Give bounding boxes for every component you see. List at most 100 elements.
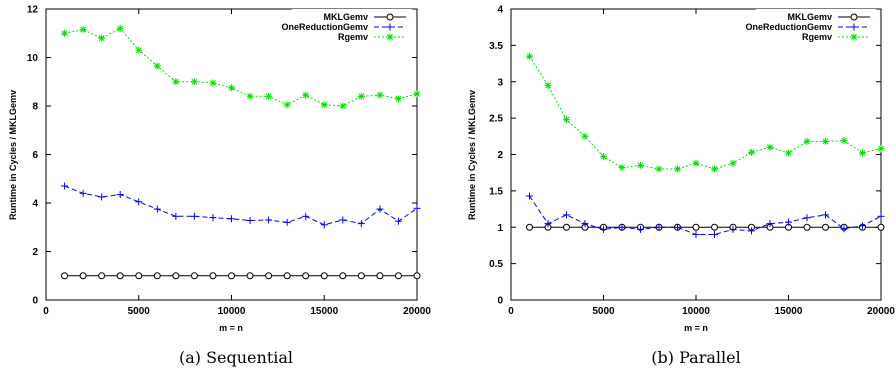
x-tick-label: 20000 (867, 306, 895, 317)
data-point (544, 220, 552, 228)
data-point (135, 46, 143, 54)
legend-marker (850, 13, 858, 21)
data-point (692, 231, 700, 239)
data-point (822, 211, 829, 219)
data-point (413, 272, 421, 280)
data-point (877, 212, 885, 220)
x-tick-label: 10000 (218, 306, 246, 317)
x-axis-label: m = n (684, 323, 708, 333)
series-line (64, 185, 418, 226)
data-point (413, 90, 421, 98)
series-OneReductionGemv (61, 182, 421, 229)
data-point (563, 223, 570, 231)
data-point (246, 272, 254, 280)
series-layer (526, 52, 885, 239)
data-point (190, 272, 198, 280)
legend-label: Rgemv (802, 32, 832, 42)
data-point (376, 272, 384, 280)
data-point (116, 24, 124, 32)
data-point (711, 165, 718, 173)
y-tick-label: 0 (497, 296, 503, 307)
data-point (172, 78, 180, 86)
data-point (116, 272, 124, 280)
data-point (302, 212, 310, 220)
data-point (265, 92, 273, 100)
data-point (116, 191, 124, 199)
series-layer (61, 24, 421, 280)
data-point (618, 223, 626, 231)
data-point (61, 182, 69, 190)
data-point (637, 161, 644, 169)
caption: (a) Sequential (179, 348, 293, 367)
data-point (98, 272, 106, 280)
data-point (283, 218, 291, 226)
y-tick-label: 8 (32, 102, 38, 113)
data-point (61, 272, 69, 280)
data-point (526, 52, 533, 60)
data-point (190, 212, 198, 220)
legend-marker (386, 33, 394, 41)
plot-frame (510, 8, 882, 301)
data-point (320, 101, 328, 109)
data-point (766, 143, 774, 151)
data-point (302, 91, 310, 99)
series-MKLGemv (526, 223, 885, 231)
data-point (526, 223, 533, 231)
data-point (172, 212, 180, 220)
data-point (357, 272, 365, 280)
data-point (840, 225, 848, 233)
data-point (228, 215, 235, 223)
axis-ticks: 0 5000 10000 15000 20000 0 0.5 1 1.5 2 2.5 3 3.5 4 (489, 5, 895, 318)
data-point (581, 220, 589, 228)
y-tick-label: 0 (32, 296, 38, 307)
data-point (190, 78, 198, 86)
data-point (729, 159, 737, 167)
data-point (581, 132, 589, 140)
data-point (618, 164, 626, 172)
legend-label: MKLGemv (787, 12, 832, 22)
data-point (655, 165, 663, 173)
data-point (246, 216, 254, 224)
legend-label: Rgemv (338, 32, 368, 42)
y-tick-label: 2.5 (489, 114, 503, 125)
data-point (840, 137, 848, 145)
data-point (803, 137, 811, 145)
data-point (172, 272, 180, 280)
data-point (803, 223, 811, 231)
data-point (655, 223, 663, 231)
data-point (822, 223, 829, 231)
data-point (803, 214, 811, 222)
legend-marker (386, 23, 394, 31)
x-tick-label: 0 (508, 306, 514, 317)
data-point (822, 137, 829, 145)
data-point (98, 193, 106, 201)
y-tick-label: 10 (27, 53, 39, 64)
y-tick-label: 4 (497, 5, 503, 16)
series-Rgemv (526, 52, 885, 173)
series-MKLGemv (61, 272, 421, 280)
data-point (674, 223, 681, 231)
data-point (544, 81, 552, 89)
data-point (339, 102, 347, 110)
y-tick-label: 1.5 (489, 186, 503, 197)
data-point (877, 145, 885, 153)
x-tick-label: 10000 (682, 306, 710, 317)
caption: (b) Parallel (651, 348, 740, 367)
data-point (339, 272, 347, 280)
data-point (265, 216, 273, 224)
y-tick-label: 3.5 (489, 41, 503, 52)
data-point (877, 223, 885, 231)
x-axis-label: m = n (219, 323, 243, 333)
data-point (320, 221, 328, 229)
data-point (209, 272, 217, 280)
y-tick-label: 6 (32, 150, 38, 161)
x-tick-label: 15000 (310, 306, 338, 317)
data-point (413, 204, 421, 212)
legend-marker (850, 33, 858, 41)
x-tick-label: 20000 (403, 306, 431, 317)
data-point (209, 79, 217, 87)
data-point (674, 165, 681, 173)
plot-frame (45, 8, 418, 301)
data-point (859, 149, 866, 157)
data-point (153, 62, 161, 70)
